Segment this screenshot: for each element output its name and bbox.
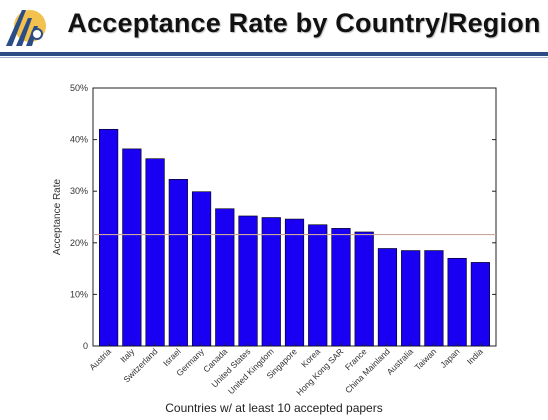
y-tick-label: 40% <box>70 135 88 145</box>
bar <box>191 191 212 347</box>
y-axis-title: Acceptance Rate <box>52 178 63 255</box>
slide-title: Acceptance Rate by Country/Region <box>67 8 541 38</box>
x-tick-label: Australia <box>385 346 416 377</box>
y-tick-label: 20% <box>70 238 88 248</box>
bar <box>261 217 281 347</box>
bar <box>401 250 421 347</box>
y-tick-label: 50% <box>70 83 88 93</box>
bar <box>331 228 351 347</box>
bar <box>99 128 119 347</box>
bar-chart: 0 10% 20% 30% 40% 50% Acceptance Rate Austria It… <box>52 83 497 398</box>
bar <box>377 248 398 347</box>
conference-logo <box>6 10 46 46</box>
x-axis-title: Countries w/ at least 10 accepted papers <box>165 401 383 415</box>
bar <box>238 215 258 347</box>
x-tick-label: Taiwan <box>413 346 439 372</box>
bar <box>354 231 374 347</box>
x-tick-label: Italy <box>118 346 137 365</box>
bar <box>215 208 235 347</box>
x-tick-label: Japan <box>438 346 462 370</box>
y-tick-label: 0 <box>83 341 88 351</box>
bar <box>470 262 490 347</box>
bar <box>447 257 467 347</box>
bar <box>424 250 444 347</box>
bar <box>168 179 188 347</box>
header-divider-thin <box>0 57 548 58</box>
x-tick-label: Austria <box>87 346 113 372</box>
slide-header: Acceptance Rate by Country/Region <box>0 0 548 58</box>
bar <box>145 158 165 347</box>
header-divider <box>0 52 548 56</box>
bar <box>308 224 328 347</box>
y-tick-label: 30% <box>70 186 88 196</box>
bar <box>122 148 142 347</box>
y-tick-label: 10% <box>70 289 88 299</box>
bar <box>284 218 305 347</box>
x-tick-label: India <box>465 346 485 366</box>
